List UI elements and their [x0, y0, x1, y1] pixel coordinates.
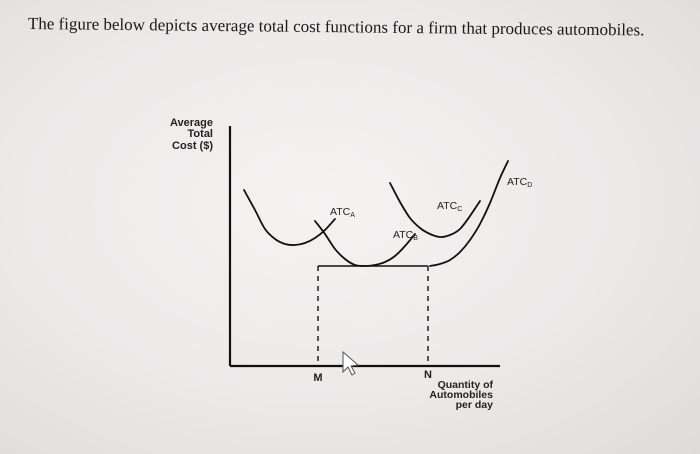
mouse-cursor-icon — [342, 350, 360, 376]
atc-a-curve — [243, 189, 336, 246]
atc-d-label: ATCD — [507, 176, 532, 189]
atc-c-curve — [389, 182, 481, 238]
y-axis-label-line-1: Average — [170, 117, 213, 129]
atc-b-curve — [314, 220, 416, 267]
y-axis-label-line-3: Cost ($) — [172, 140, 213, 152]
curves-group — [243, 160, 509, 267]
x-axis-label-line-2: Automobiles — [429, 389, 493, 401]
x-axis-label-line-3: per day — [456, 399, 494, 411]
atc-b-label: ATCB — [393, 229, 418, 242]
atc-a-label: ATCA — [330, 206, 355, 219]
atc-d-label-name: ATC — [507, 176, 528, 188]
axes-group — [228, 126, 500, 368]
y-axis-label-line-2: Total — [188, 128, 213, 140]
atc-a-label-name: ATC — [330, 206, 351, 218]
atc-d-label-subscript: D — [527, 182, 532, 189]
atc-c-label: ATCC — [437, 200, 462, 213]
atc-b-label-name: ATC — [393, 229, 414, 241]
atc-d-curve — [429, 160, 509, 267]
atc-c-label-subscript: C — [457, 206, 462, 213]
atc-b-label-subscript: B — [413, 235, 418, 242]
marker-label-n: N — [424, 369, 432, 381]
atc-a-label-subscript: A — [350, 212, 355, 219]
atc-c-label-name: ATC — [437, 200, 458, 212]
x-axis-label-line-1: Quantity of — [438, 379, 494, 391]
guides-group — [317, 265, 429, 366]
marker-label-m: M — [313, 372, 322, 384]
